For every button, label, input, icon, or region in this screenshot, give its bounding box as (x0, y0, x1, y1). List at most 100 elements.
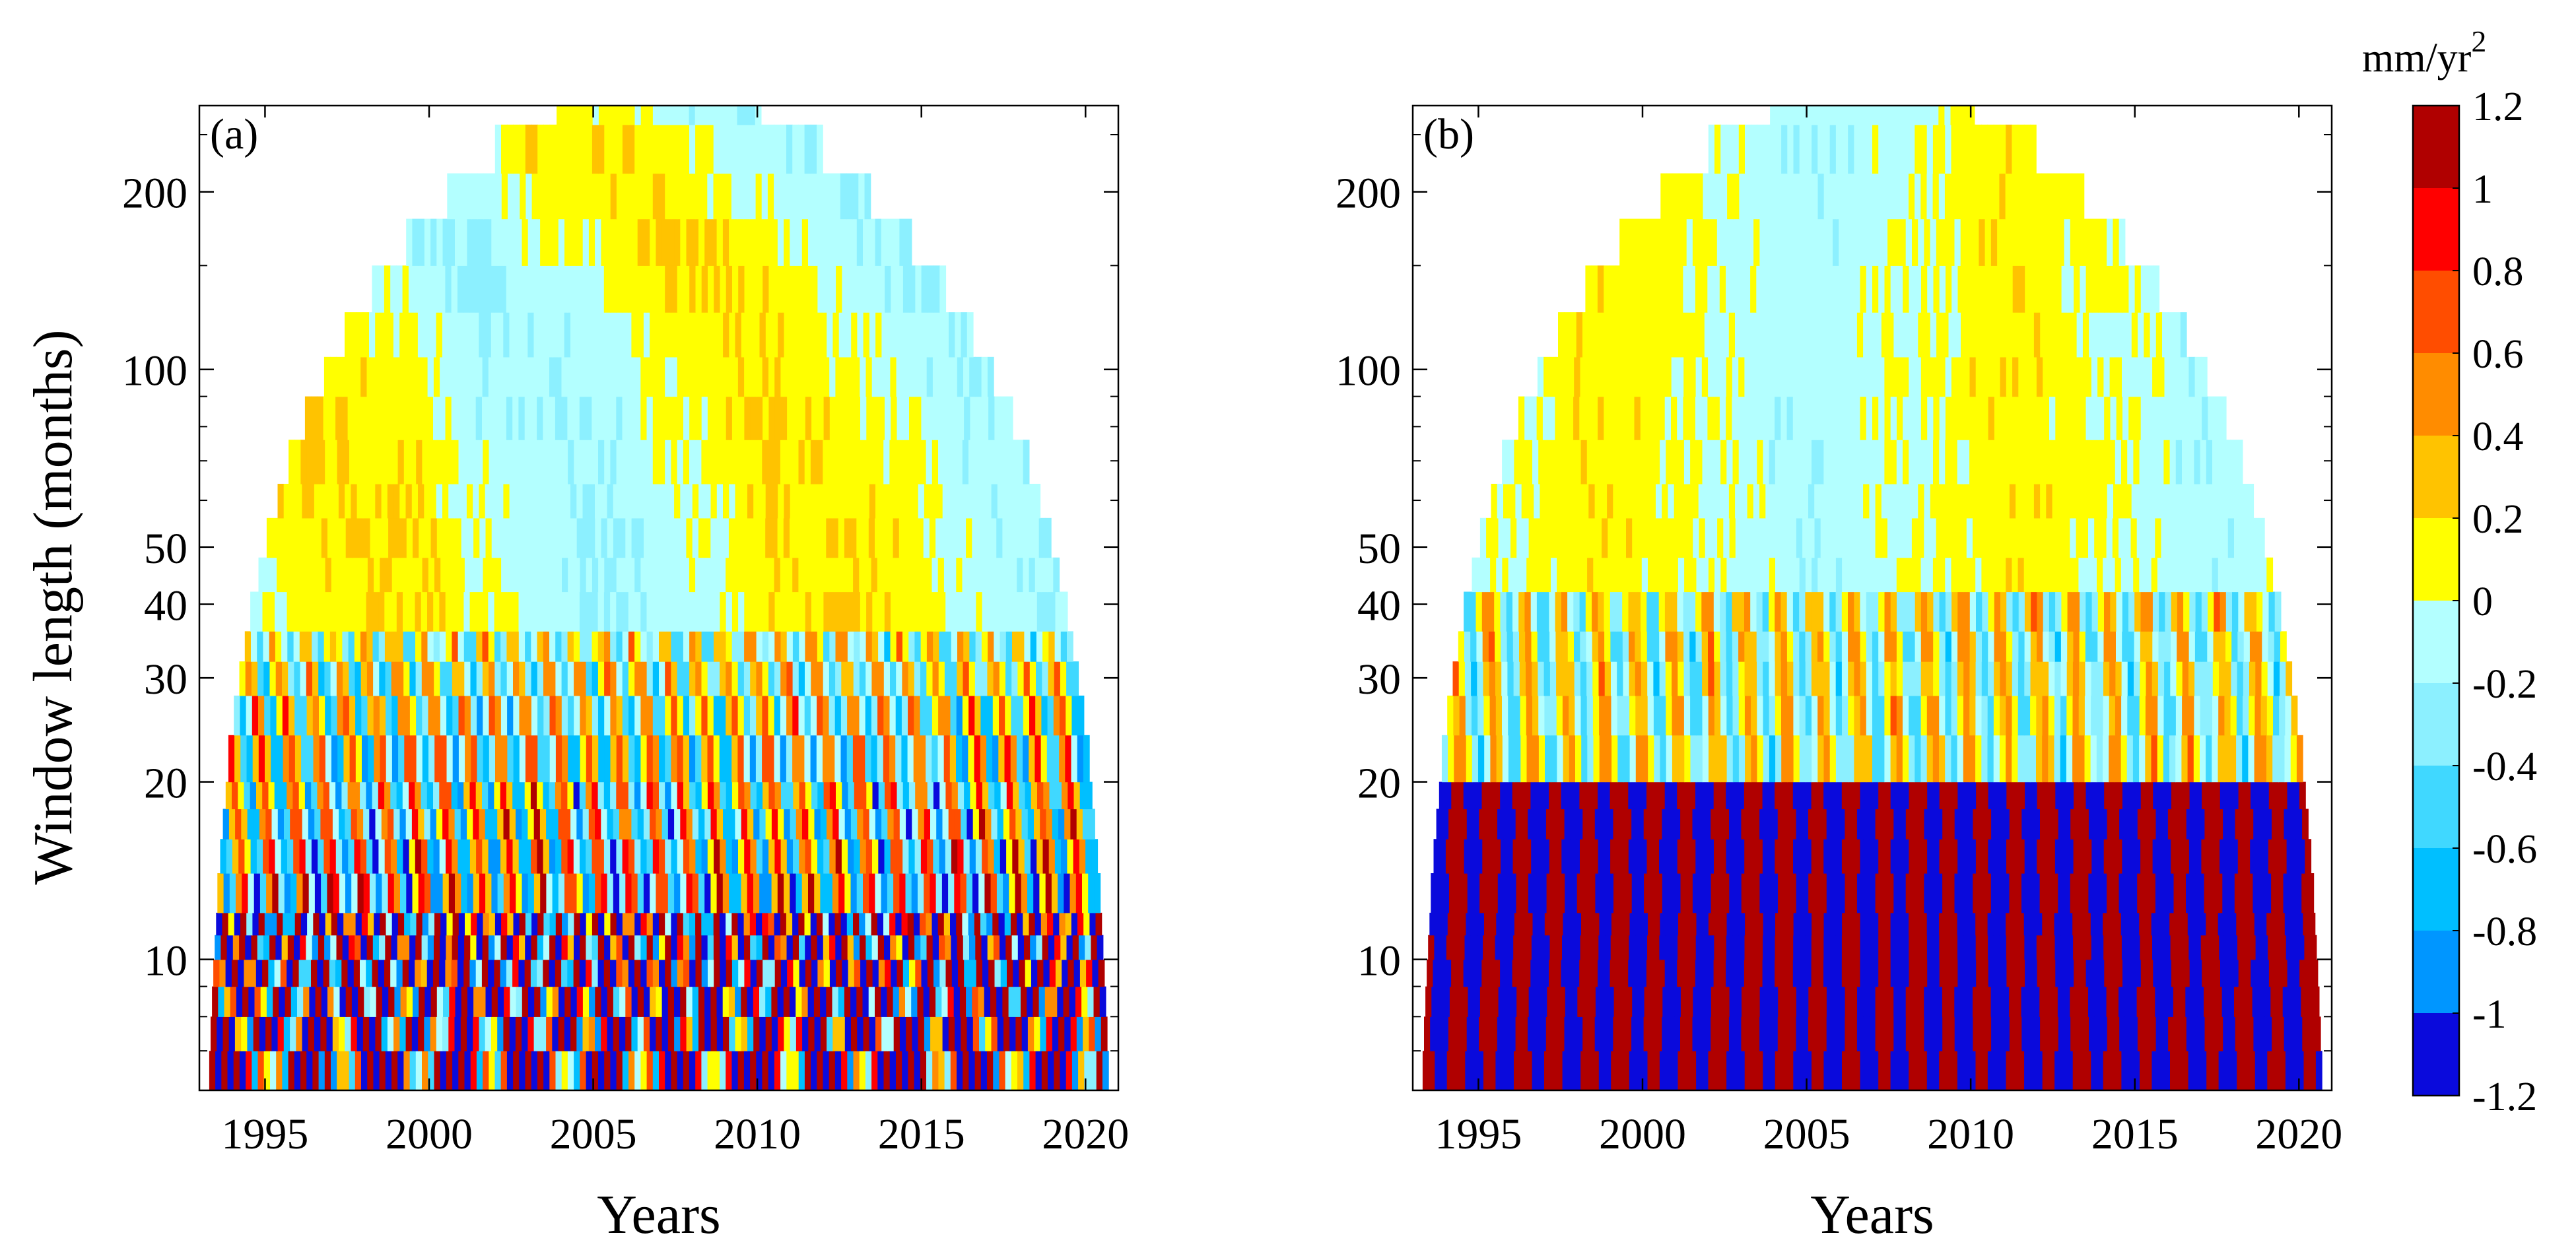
heatmap-cell (1017, 661, 1025, 696)
heatmap-cell (446, 695, 453, 736)
heatmap-cell (537, 356, 544, 397)
heatmap-cell (470, 661, 477, 696)
heatmap-cell (549, 661, 556, 696)
heatmap-cell (1920, 781, 1928, 810)
heatmap-cell (527, 218, 535, 266)
heatmap-cell (539, 809, 547, 840)
heatmap-cell (841, 631, 848, 662)
heatmap-cell (2291, 912, 2297, 936)
heatmap-cell (279, 517, 286, 558)
heatmap-cell (2137, 1016, 2144, 1051)
heatmap-cell (865, 440, 872, 484)
heatmap-cell (318, 631, 325, 662)
heatmap-cell (287, 631, 294, 662)
heatmap-cell (537, 1051, 544, 1091)
heatmap-cell (1034, 912, 1042, 936)
heatmap-cell (1833, 873, 1839, 913)
heatmap-cell (601, 312, 607, 358)
heatmap-cell (1662, 1016, 1669, 1051)
heatmap-cell (317, 591, 324, 632)
heatmap-cell (929, 517, 936, 558)
heatmap-cell (966, 809, 974, 840)
heatmap-cell (366, 959, 372, 987)
heatmap-cell (1634, 959, 1641, 987)
heatmap-cell (937, 557, 945, 593)
heatmap-cell (2054, 735, 2061, 783)
heatmap-cell (1951, 781, 1958, 810)
heatmap-cell (695, 912, 702, 936)
heatmap-cell (2033, 986, 2040, 1017)
heatmap-cell (567, 935, 574, 960)
heatmap-cell (432, 265, 440, 313)
heatmap-cell (2000, 839, 2007, 874)
heatmap-cell (877, 557, 884, 593)
heatmap-cell (586, 781, 592, 810)
heatmap-cell (2254, 912, 2261, 936)
heatmap-cell (2054, 1051, 2061, 1091)
heatmap-cell (1854, 839, 1861, 874)
heatmap-cell (277, 735, 284, 783)
heatmap-cell (1750, 781, 1757, 810)
heatmap-cell (744, 356, 751, 397)
heatmap-cell (963, 661, 970, 696)
heatmap-cell (403, 631, 410, 662)
heatmap-cell (525, 695, 532, 736)
heatmap-cell (832, 986, 839, 1017)
heatmap-cell (1024, 631, 1031, 662)
heatmap-cell (421, 356, 428, 397)
heatmap-cell (1805, 839, 1812, 874)
heatmap-cell (1881, 1016, 1888, 1051)
heatmap-cell (936, 809, 943, 840)
heatmap-cell (1605, 1051, 1611, 1091)
heatmap-cell (857, 312, 864, 358)
heatmap-cell (860, 396, 867, 440)
heatmap-cell (1890, 935, 1897, 960)
heatmap-cell (477, 173, 484, 220)
heatmap-cell (811, 356, 818, 397)
heatmap-cell (440, 695, 447, 736)
heatmap-cell (266, 873, 273, 913)
heatmap-cell (814, 1016, 821, 1051)
heatmap-cell (701, 935, 708, 960)
heatmap-cell (759, 484, 766, 519)
heatmap-cell (281, 631, 288, 662)
heatmap-cell (1799, 935, 1806, 960)
heatmap-cell (546, 484, 553, 519)
heatmap-cell (473, 1016, 479, 1051)
heatmap-cell (953, 517, 961, 558)
heatmap-cell (1038, 986, 1046, 1017)
heatmap-cell (558, 873, 565, 913)
heatmap-cell (1719, 781, 1726, 810)
heatmap-cell (811, 959, 818, 987)
heatmap-cell (1638, 986, 1645, 1017)
heatmap-cell (598, 124, 605, 174)
heatmap-cell (307, 735, 314, 783)
heatmap-cell (908, 1051, 915, 1091)
heatmap-cell (637, 517, 644, 558)
heatmap-cell (2042, 735, 2049, 783)
heatmap-cell (1735, 986, 1742, 1017)
heatmap-cell (476, 356, 483, 397)
heatmap-cell (1520, 912, 1527, 936)
heatmap-cell (1887, 986, 1894, 1017)
heatmap-cell (726, 1051, 732, 1091)
heatmap-cell (2122, 781, 2129, 810)
heatmap-cell (2248, 912, 2255, 936)
heatmap-cell (1023, 661, 1031, 696)
heatmap-cell (515, 1016, 522, 1051)
heatmap-cell (722, 986, 729, 1017)
heatmap-cell (398, 735, 405, 783)
heatmap-cell (1647, 1051, 1654, 1091)
heatmap-cell (1735, 809, 1742, 840)
heatmap-cell (631, 873, 638, 913)
heatmap-cell (1053, 735, 1060, 783)
heatmap-cell (1933, 959, 1940, 987)
heatmap-cell (382, 873, 389, 913)
heatmap-cell (889, 912, 896, 936)
heatmap-cell (518, 396, 525, 440)
heatmap-cell (838, 873, 845, 913)
heatmap-cell (939, 591, 946, 632)
heatmap-cell (1019, 959, 1026, 987)
heatmap-cell (713, 440, 720, 484)
heatmap-cell (878, 631, 885, 662)
